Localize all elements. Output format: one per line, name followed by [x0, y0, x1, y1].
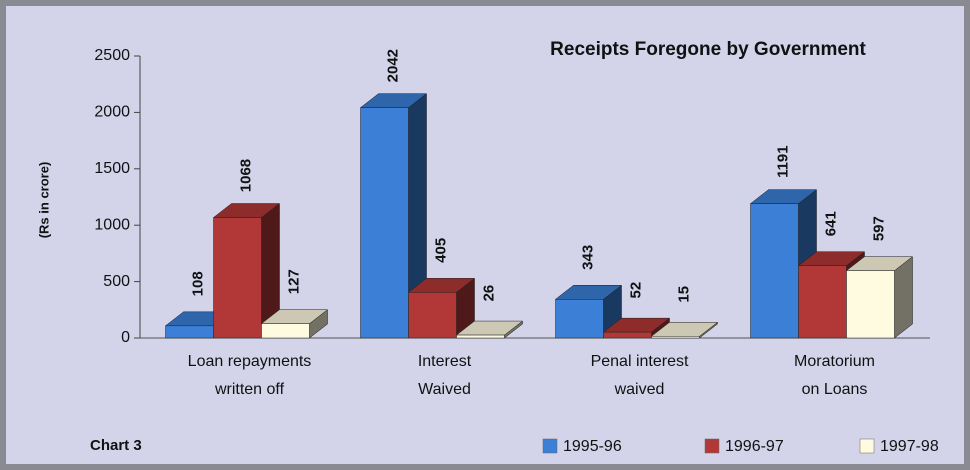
- bar-top-shade: [651, 322, 718, 337]
- x-tick-label-line: Moratorium: [794, 353, 875, 370]
- bar: [555, 299, 604, 339]
- legend-swatch: [859, 438, 875, 454]
- bar: [651, 336, 700, 339]
- bar: [261, 323, 310, 339]
- bar-top-shade: [555, 285, 622, 300]
- data-label: 52: [627, 282, 644, 299]
- bar-top-shade: [846, 256, 913, 271]
- x-tick-label-line: written off: [214, 381, 285, 398]
- bar-side-shade: [699, 322, 718, 338]
- legend-label: 1995-96: [563, 438, 622, 455]
- x-tick-label: Penal interest waived: [591, 353, 689, 398]
- data-label: 127: [285, 269, 302, 294]
- y-tick-label: 2000: [94, 104, 130, 121]
- bar-top-shade: [603, 318, 670, 333]
- bar-top-shade: [261, 309, 328, 324]
- bar-top-shade: [213, 203, 280, 218]
- data-label: 26: [480, 285, 497, 302]
- bar-side-shade: [504, 321, 523, 338]
- bar: [798, 265, 847, 339]
- legend-swatch: [704, 438, 720, 454]
- bar-top-shade: [408, 278, 475, 293]
- x-tick-label-line: waived: [614, 381, 665, 398]
- bar-top-shade: [360, 93, 427, 108]
- data-label: 108: [189, 271, 206, 296]
- annotation: Chart 3: [90, 437, 142, 454]
- bar-side-shade: [408, 93, 427, 338]
- x-tick-label-line: on Loans: [802, 381, 868, 398]
- legend-label: 1997-98: [880, 438, 939, 455]
- data-label: 15: [675, 286, 692, 303]
- y-axis-label: (Rs in crore): [36, 162, 51, 239]
- bar: [360, 107, 409, 339]
- legend-swatch: [542, 438, 558, 454]
- bar-side-shade: [894, 256, 913, 338]
- y-tick-label: 1000: [94, 216, 130, 233]
- x-tick-label: Loan repayments written off: [188, 353, 312, 398]
- data-label: 641: [822, 211, 839, 236]
- bar-side-shade: [261, 203, 280, 338]
- x-tick-label: Moratorium on Loans: [794, 353, 875, 398]
- x-tick-label-line: Waived: [418, 381, 471, 398]
- y-tick-label: 0: [121, 329, 130, 346]
- data-label: 1068: [237, 159, 254, 192]
- x-tick-label-line: Interest: [418, 353, 472, 370]
- bar-side-shade: [456, 278, 475, 338]
- bar: [165, 325, 214, 339]
- data-label: 2042: [384, 49, 401, 82]
- bar: [750, 203, 799, 339]
- x-tick-label: Interest Waived: [418, 353, 472, 398]
- y-tick-label: 500: [103, 273, 130, 290]
- bar-top-shade: [798, 251, 865, 266]
- data-label: 1191: [774, 145, 791, 178]
- data-label: 597: [870, 216, 887, 241]
- x-tick-label-line: Penal interest: [591, 353, 689, 370]
- bar-side-shade: [309, 309, 328, 338]
- bar-top-shade: [456, 321, 523, 336]
- bar: [213, 217, 262, 339]
- data-label: 343: [579, 245, 596, 270]
- bar: [408, 292, 457, 339]
- data-label: 405: [432, 238, 449, 263]
- chart-title: Receipts Foregone by Government: [550, 39, 866, 60]
- bar: [603, 331, 652, 339]
- y-tick-label: 1500: [94, 160, 130, 177]
- legend-label: 1996-97: [725, 438, 784, 455]
- y-tick-label: 2500: [94, 47, 130, 64]
- bar: [456, 334, 505, 339]
- x-tick-label-line: Loan repayments: [188, 353, 312, 370]
- bar: [846, 270, 895, 339]
- bar-top-shade: [750, 189, 817, 204]
